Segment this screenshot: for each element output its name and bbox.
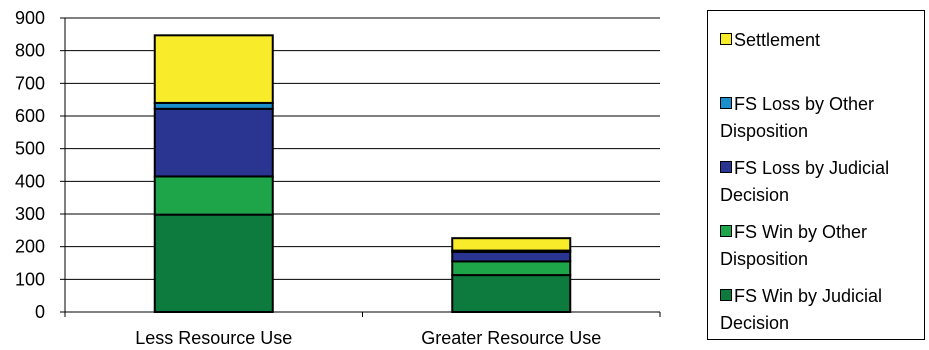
y-tick-label: 0	[35, 302, 45, 322]
legend: Settlement FS Loss by Other Disposition FS…	[707, 10, 925, 340]
bar-segment	[451, 260, 572, 277]
y-tick-label: 600	[15, 106, 45, 126]
y-tick-label: 900	[15, 8, 45, 28]
legend-item: FS Win by Other Disposition	[720, 219, 920, 273]
y-tick-label: 100	[15, 269, 45, 289]
legend-label: FS Loss by Judicial Decision	[720, 158, 890, 205]
bar-segment	[451, 274, 572, 314]
bar-segment	[153, 107, 274, 178]
bar-segment	[451, 237, 572, 252]
legend-swatch	[720, 97, 732, 109]
legend-item: Settlement	[720, 27, 920, 54]
y-tick-label: 500	[15, 139, 45, 159]
legend-item: FS Win by Judicial Decision	[720, 283, 920, 337]
x-category-label: Less Resource Use	[135, 328, 292, 348]
y-tick-label: 700	[15, 73, 45, 93]
bars	[153, 34, 572, 314]
legend-swatch	[720, 33, 732, 45]
bar-segment	[153, 213, 274, 313]
legend-item: FS Loss by Judicial Decision	[720, 155, 920, 209]
y-tick-label: 400	[15, 171, 45, 191]
legend-label: FS Win by Other Disposition	[720, 222, 868, 269]
y-axis-ticks: 0 100 200 300 400 500 600 700 800 900	[15, 8, 65, 322]
x-category-label: Greater Resource Use	[421, 328, 601, 348]
legend-swatch	[720, 289, 732, 301]
legend-item: FS Loss by Other Disposition	[720, 91, 920, 145]
legend-label: Settlement	[734, 30, 821, 50]
legend-swatch	[720, 225, 732, 237]
y-tick-label: 300	[15, 204, 45, 224]
x-axis-ticks: Less Resource Use Greater Resource Use	[64, 312, 661, 348]
stacked-bar-chart: 0 100 200 300 400 500 600 700 800 900 Less Resour…	[15, 8, 661, 348]
legend-label: FS Win by Judicial Decision	[720, 286, 883, 333]
y-tick-label: 200	[15, 237, 45, 257]
legend-swatch	[720, 161, 732, 173]
bar-segment	[153, 34, 274, 104]
y-tick-label: 800	[15, 41, 45, 61]
legend-label: FS Loss by Other Disposition	[720, 94, 875, 141]
bar-segment	[153, 175, 274, 216]
bar-segment	[451, 250, 572, 263]
